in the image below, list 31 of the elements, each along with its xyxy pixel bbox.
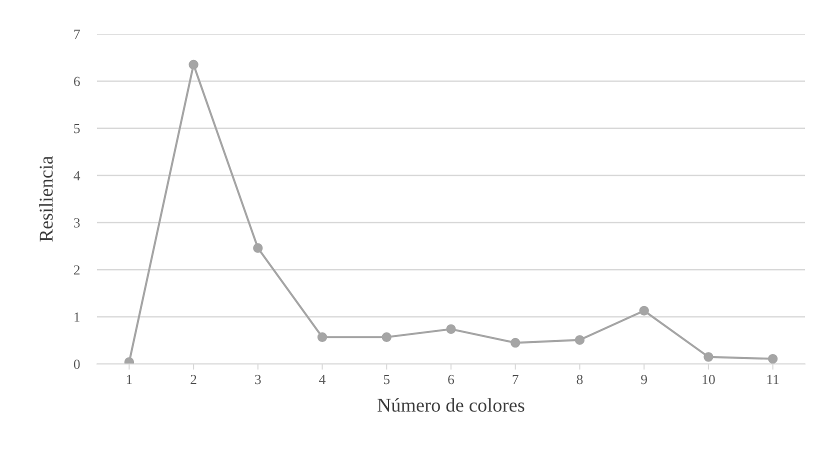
point — [446, 324, 456, 334]
point — [704, 352, 714, 362]
x-tick-label: 3 — [255, 374, 261, 384]
x-tick-label: 1 — [126, 374, 132, 384]
x-tick-label: 10 — [702, 374, 715, 384]
x-axis-title: Número de colores — [378, 398, 524, 412]
x-tick-label: 5 — [384, 374, 390, 384]
y-tick-label: 2 — [74, 265, 80, 275]
y-tick-label: 5 — [74, 124, 80, 134]
y-tick-label: 4 — [74, 171, 80, 180]
x-tick-label: 11 — [767, 374, 779, 384]
y-tick-label: 6 — [74, 76, 80, 86]
x-tick-label: 7 — [512, 374, 518, 384]
x-tick-label: 6 — [448, 374, 454, 384]
y-tick-label: 3 — [74, 218, 80, 228]
y-tick-label: 1 — [74, 312, 80, 322]
x-tick-label: 8 — [576, 374, 583, 384]
y-tick-label: 0 — [74, 360, 80, 369]
point — [317, 332, 328, 342]
point — [188, 60, 198, 70]
point — [768, 354, 778, 364]
point — [382, 332, 392, 342]
x-tick-label: 4 — [319, 374, 326, 384]
x-tick-label: 2 — [190, 374, 196, 384]
y-tick-label: 7 — [74, 30, 80, 39]
point — [574, 335, 585, 345]
x-tick-label: 9 — [641, 374, 647, 384]
point — [510, 338, 520, 348]
point — [253, 243, 263, 253]
y-axis-title: Resiliencia — [39, 156, 53, 242]
point — [639, 306, 649, 316]
